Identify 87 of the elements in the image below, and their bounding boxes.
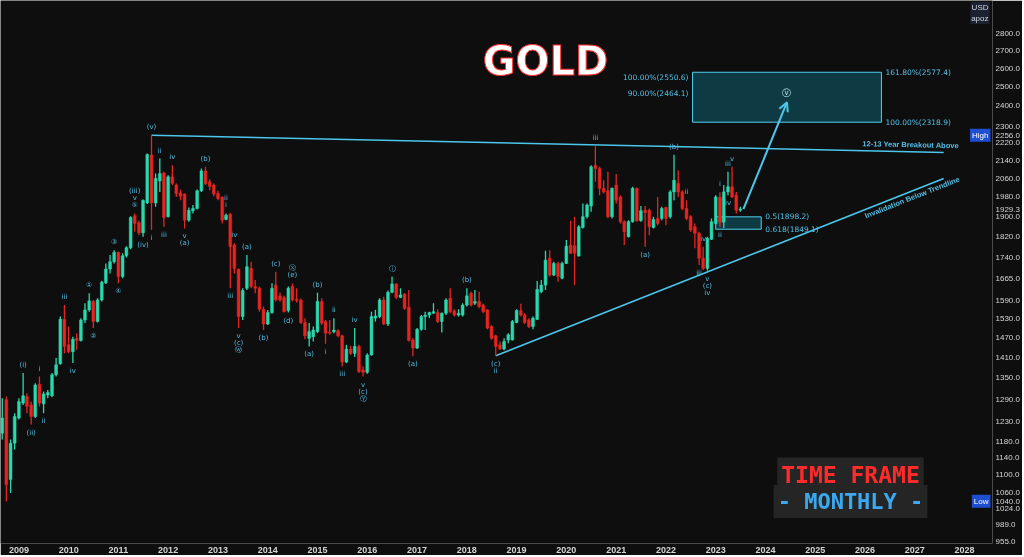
y-tick-label: 1929.3 — [995, 204, 1021, 214]
candlestick — [423, 311, 427, 331]
candlestick — [307, 322, 311, 348]
candlestick — [548, 249, 552, 278]
y-tick-label: 1665.0 — [995, 274, 1021, 284]
x-tick-label: 2026 — [855, 544, 876, 555]
x-tick-label: 2020 — [556, 544, 577, 555]
y-tick-label: 955.0 — [995, 537, 1017, 547]
candlestick — [203, 166, 208, 186]
annotation: - MONTHLY - — [777, 489, 924, 514]
x-tick-label: 2025 — [805, 544, 826, 555]
x-tick-label: 2021 — [606, 544, 627, 555]
candlestick — [473, 289, 477, 306]
x-tick-label: 2027 — [904, 544, 925, 555]
candlestick — [643, 205, 647, 248]
candlestick — [556, 261, 560, 283]
text: GOLD — [482, 37, 609, 84]
y-tick-label: 2256.0 — [995, 130, 1021, 140]
x-tick-label: 2028 — [954, 544, 975, 555]
annotation: USD — [971, 3, 989, 12]
candlestick — [448, 287, 452, 314]
candlestick — [220, 195, 224, 225]
y-tick-label: 1900.0 — [995, 211, 1021, 221]
candlestick — [477, 291, 481, 310]
y-tick-label: 2300.0 — [995, 121, 1021, 131]
x-tick-label: 2023 — [705, 544, 726, 555]
x-tick-label: 2013 — [208, 544, 229, 555]
x-tick-label: 2010 — [58, 544, 79, 555]
y-tick-label: 1410.0 — [995, 352, 1021, 362]
annotation: ⓥ — [782, 88, 792, 99]
candlestick — [377, 297, 382, 319]
annotation: apoz — [971, 14, 989, 23]
candlestick — [572, 215, 577, 286]
candlestick — [25, 392, 29, 414]
x-tick-label: 2019 — [506, 544, 527, 555]
x-tick-label: 2018 — [456, 544, 477, 555]
y-tick-label: 1060.0 — [995, 487, 1021, 497]
x-tick-label: 2014 — [257, 544, 278, 555]
x-tick-label: 2024 — [755, 544, 776, 555]
y-tick-label: 1024.0 — [995, 504, 1021, 514]
x-tick-label: 2011 — [108, 544, 129, 555]
candlestick — [0, 397, 4, 441]
y-tick-label: 2700.0 — [995, 45, 1021, 55]
y-tick-label: 2600.0 — [995, 63, 1021, 73]
annotation: High — [972, 130, 989, 140]
candlestick — [353, 327, 357, 358]
y-tick-label: 1470.0 — [995, 333, 1021, 343]
x-tick-label: 2022 — [655, 544, 676, 555]
y-tick-label: 1980.0 — [995, 192, 1021, 202]
y-tick-label: 1100.0 — [995, 470, 1020, 480]
candlestick — [170, 164, 175, 186]
candlestick — [133, 212, 137, 233]
y-tick-label: 989.0 — [995, 520, 1017, 530]
y-tick-label: 1740.0 — [995, 253, 1021, 263]
x-tick-label: 2015 — [307, 544, 328, 555]
y-tick-label: 1820.0 — [995, 232, 1021, 242]
x-tick-label: 2012 — [158, 544, 179, 555]
annotation: TIME FRAME — [781, 461, 920, 488]
y-tick-label: 1230.0 — [995, 417, 1021, 427]
y-tick-label: 1040.0 — [995, 496, 1021, 506]
y-tick-label: 2060.0 — [995, 173, 1021, 183]
x-tick-label: 2016 — [357, 544, 378, 555]
x-tick-label: 2009 — [8, 544, 29, 555]
candlestick — [597, 166, 602, 196]
candlestick — [245, 254, 249, 291]
candlestick — [655, 196, 660, 226]
y-tick-label: 1140.0 — [995, 453, 1020, 463]
y-tick-label: 1350.0 — [995, 373, 1021, 383]
candlestick — [249, 261, 253, 289]
annotation: Low — [973, 496, 989, 506]
candlestick — [274, 271, 278, 303]
candlestick — [568, 219, 573, 255]
candlestick — [41, 390, 46, 414]
candlestick — [91, 299, 95, 329]
candlestick — [286, 285, 290, 314]
x-tick-label: 2017 — [407, 544, 428, 555]
candlestick — [71, 336, 75, 364]
y-tick-label: 2140.0 — [995, 155, 1021, 165]
y-tick-label: 2800.0 — [995, 28, 1021, 38]
y-tick-label: 2500.0 — [995, 82, 1021, 92]
y-tick-label: 2220.0 — [995, 138, 1021, 148]
y-tick-label: 1290.0 — [995, 394, 1021, 404]
y-tick-label: 1180.0 — [995, 437, 1020, 447]
candlestick — [37, 375, 42, 408]
y-tick-label: 1530.0 — [995, 314, 1021, 324]
y-tick-label: 1590.0 — [995, 296, 1021, 306]
y-tick-label: 2400.0 — [995, 101, 1021, 111]
